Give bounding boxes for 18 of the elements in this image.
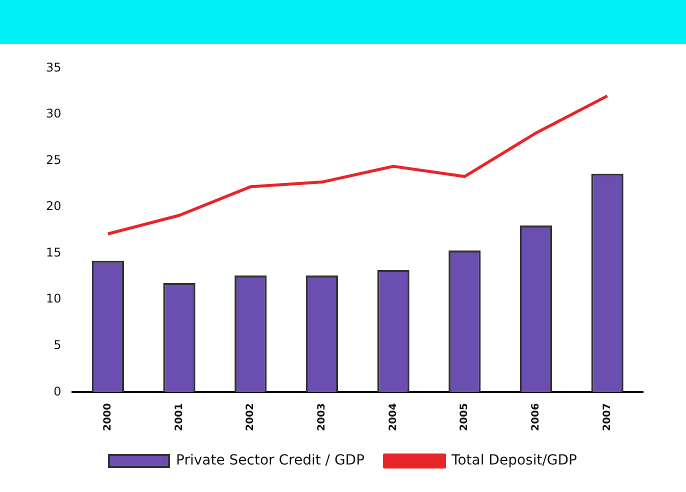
y-tick-label: 25	[46, 152, 62, 167]
x-tick-label: 2003	[316, 403, 328, 432]
x-tick-label: 2001	[174, 403, 185, 432]
y-tick-label: 5	[54, 338, 62, 352]
y-tick-label: 20	[46, 199, 62, 214]
x-tick-label: 2004	[388, 403, 399, 432]
x-tick-label: 2000	[102, 403, 114, 432]
legend-label: Private Sector Credit / GDP	[176, 452, 365, 469]
x-tick-label: 2007	[602, 403, 613, 432]
y-tick-label: 35	[46, 60, 62, 74]
x-tick-label: 2005	[459, 403, 470, 432]
y-tick-label: 10	[46, 292, 62, 306]
x-tick-label: 2006	[530, 403, 542, 432]
legend-label: Total Deposit/GDP	[450, 452, 577, 469]
x-tick-label: 2002	[245, 403, 256, 432]
y-tick-label: 15	[46, 245, 62, 260]
y-tick-label: 30	[46, 106, 62, 121]
y-tick-label: 0	[54, 384, 62, 398]
